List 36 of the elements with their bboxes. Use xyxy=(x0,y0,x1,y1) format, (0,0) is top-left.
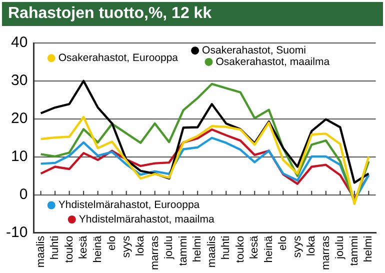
y-tick-label: 0 xyxy=(19,186,28,203)
x-tick-label: syys xyxy=(291,235,304,258)
x-tick-label: heinä xyxy=(262,234,275,263)
chart-title: Rahastojen tuotto,%, 12 kk xyxy=(2,2,383,26)
x-tick-label: maalis xyxy=(34,235,47,268)
legend-label: Yhdistelmärahastot, maailma xyxy=(78,213,214,226)
x-tick-label: syys xyxy=(120,235,132,258)
x-tick-label: touko xyxy=(234,236,246,263)
legend-label: Osakerahastot, Suomi xyxy=(202,44,306,56)
x-tick-label: helmi xyxy=(362,236,375,262)
x-tick-label: kesä xyxy=(248,234,261,260)
x-tick-label: tammi xyxy=(177,236,190,266)
x-tick-label: loka xyxy=(134,234,147,256)
legend-label: Osakerahastot, maailma xyxy=(216,56,330,68)
x-tick-label: loka xyxy=(306,234,318,256)
x-tick-label: huhti xyxy=(220,236,232,260)
x-tick-label: joulu xyxy=(163,236,176,260)
y-tick-label: 20 xyxy=(10,110,28,128)
legend-label: Yhdistelmärahastot, Eurooppa xyxy=(58,199,200,212)
legend-label: Osakerahastot, Eurooppa xyxy=(58,52,178,64)
x-tick-label: huhti xyxy=(49,236,62,260)
y-tick-label: -10 xyxy=(6,224,28,241)
x-tick-label: marras xyxy=(148,235,161,270)
x-tick-label: marras xyxy=(320,235,332,270)
x-tick-label: touko xyxy=(63,236,76,263)
x-tick-label: heinä xyxy=(92,234,104,263)
y-tick-label: 10 xyxy=(10,148,28,166)
x-tick-label: elo xyxy=(277,236,290,250)
x-tick-label: kesä xyxy=(78,234,90,260)
x-tick-label: joulu xyxy=(334,236,346,260)
x-tick-label: maalis xyxy=(206,235,218,268)
x-tick-label: helmi xyxy=(192,236,204,262)
y-tick-label: 30 xyxy=(10,72,28,90)
y-tick-label: 40 xyxy=(10,34,28,52)
x-tick-label: elo xyxy=(106,236,118,250)
x-tick-label: tammi xyxy=(348,236,360,266)
